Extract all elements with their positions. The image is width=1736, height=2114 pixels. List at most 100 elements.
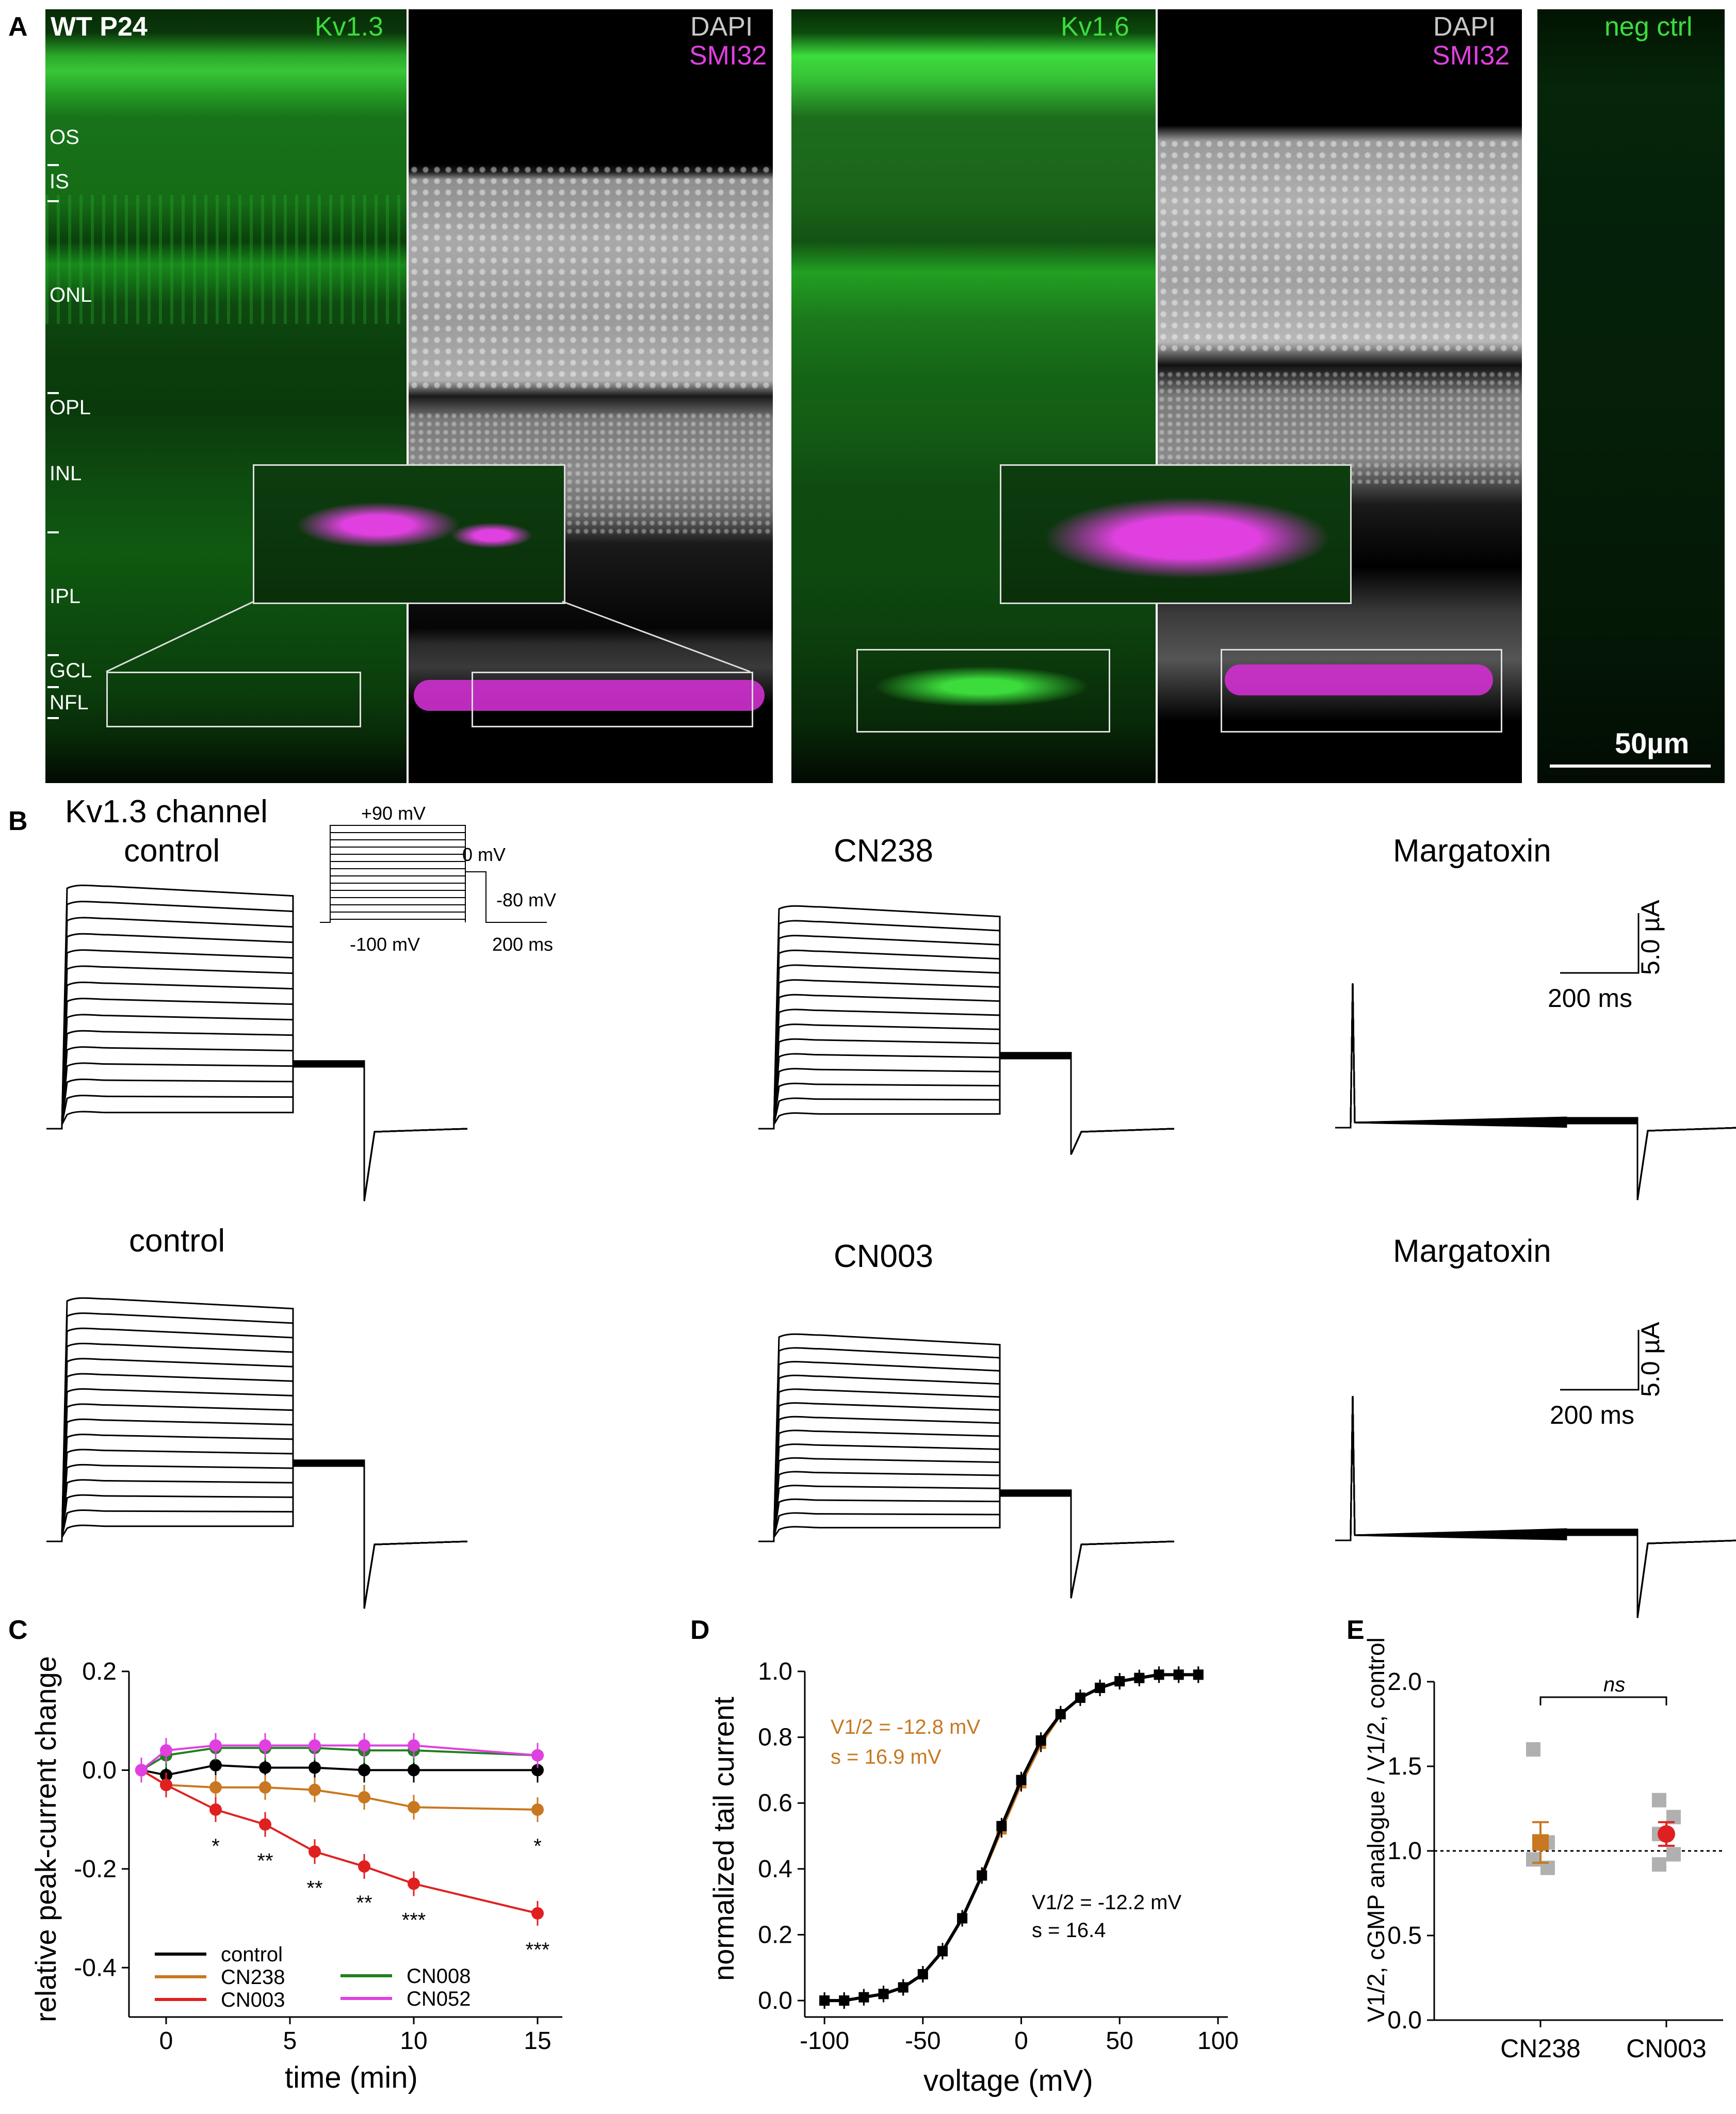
d-data-point (819, 1995, 830, 2006)
c-significance-star: ** (356, 1892, 372, 1914)
layer-tick (47, 531, 59, 533)
e-y-tick-label: 1.0 (1387, 1837, 1422, 1865)
d-y-tick-label: 0.4 (758, 1856, 792, 1883)
d-data-point (1154, 1669, 1164, 1680)
kv16-label: Kv1.6 (1061, 12, 1129, 42)
c-data-point (358, 1791, 370, 1804)
layer-tick (47, 654, 59, 656)
inset-zoom-2 (1000, 464, 1352, 604)
d-y-tick-label: 1.0 (758, 1658, 792, 1685)
d-data-point (1055, 1709, 1066, 1719)
d-y-tick-label: 0.2 (758, 1921, 792, 1948)
e-y-tick-label: 0.5 (1387, 1922, 1422, 1949)
c-data-point (309, 1845, 321, 1858)
c-series-line (140, 1769, 538, 1811)
panel-d-xlabel: voltage (mV) (923, 2064, 1093, 2097)
c-data-point (309, 1739, 321, 1752)
d-x-tick-label: -100 (800, 2027, 849, 2055)
protocol-hold-voltage: -80 mV (496, 889, 557, 910)
c-data-point (160, 1779, 172, 1792)
scale-time-label-1: 200 ms (1548, 984, 1632, 1013)
current-trace (1335, 1395, 1736, 1618)
fit-control-v-half: V1/2 = -12.2 mV (1032, 1891, 1182, 1914)
row2-control-label: control (129, 1223, 225, 1259)
c-x-tick-label: 0 (159, 2027, 173, 2055)
kv16-image (791, 9, 1156, 783)
panel-letter-e: E (1346, 1615, 1365, 1645)
d-data-point (858, 1992, 869, 2003)
dapi-label-2: DAPI (1433, 12, 1496, 42)
d-data-point (1016, 1775, 1027, 1785)
d-x-tick-label: -50 (905, 2027, 940, 2055)
c-data-point (309, 1761, 321, 1774)
fit-cn238-v-half: V1/2 = -12.8 mV (831, 1716, 981, 1738)
row1-toxin-label: Margatoxin (1393, 833, 1551, 869)
d-data-point (1075, 1693, 1085, 1703)
panel-letter-d: D (690, 1615, 710, 1645)
e-mean-point (1658, 1825, 1675, 1843)
dapi-smi32-image-2 (1158, 9, 1522, 783)
c-x-tick-label: 10 (400, 2027, 427, 2055)
c-x-tick-label: 5 (283, 2027, 297, 2055)
dapi-label-1: DAPI (690, 12, 753, 42)
d-y-tick-label: 0.0 (758, 1987, 792, 2014)
inset-source-box-green-1 (106, 672, 361, 727)
c-data-point (408, 1739, 420, 1752)
layer-tick (47, 164, 59, 166)
e-significance-bracket (1539, 1696, 1667, 1705)
c-data-point (209, 1781, 222, 1794)
d-data-point (996, 1820, 1007, 1831)
scale-time-label-2: 200 ms (1550, 1401, 1634, 1429)
d-data-point (878, 1989, 889, 1999)
c-legend-label: CN003 (221, 1989, 285, 2011)
current-trace (1335, 983, 1736, 1200)
c-legend-label: CN008 (407, 1965, 471, 1988)
d-data-point (1134, 1672, 1145, 1683)
e-individual-point (1526, 1852, 1540, 1867)
d-data-point (957, 1913, 968, 1924)
layer-tick (47, 686, 59, 688)
row2-toxin-label: Margatoxin (1393, 1233, 1551, 1269)
row2-drug-label: CN003 (834, 1239, 933, 1274)
c-data-point (135, 1764, 148, 1777)
layer-label-opl: OPL (50, 396, 91, 419)
dapi-smi32-image-1 (409, 9, 773, 783)
scale-bar-b2 (1560, 1330, 1640, 1391)
panel-letter-b: B (8, 806, 28, 836)
c-series-line (141, 1764, 538, 1777)
layer-label-onl: ONL (50, 284, 92, 306)
d-data-point (1035, 1735, 1046, 1746)
d-data-point (977, 1870, 987, 1881)
d-x-tick-label: 50 (1106, 2027, 1133, 2055)
d-data-point (917, 1969, 928, 1980)
fit-cn238-slope: s = 16.9 mV (831, 1746, 942, 1768)
protocol-zero-voltage: 0 mV (462, 844, 506, 865)
e-y-tick-label: 1.5 (1387, 1753, 1422, 1780)
layer-label-os: OS (50, 126, 79, 149)
e-x-tick-label: CN003 (1626, 2034, 1707, 2063)
fit-control-slope: s = 16.4 (1032, 1919, 1106, 1942)
c-y-tick-label: 0.0 (82, 1757, 117, 1784)
kv13-image (45, 9, 407, 783)
c-data-point (358, 1739, 370, 1752)
c-significance-star: *** (402, 1909, 426, 1932)
c-data-point (531, 1749, 544, 1762)
e-mean-point (1532, 1834, 1549, 1851)
inset-source-box-green-2 (856, 649, 1110, 733)
d-data-point (1095, 1682, 1106, 1693)
d-data-point (1193, 1669, 1204, 1680)
d-y-tick-label: 0.6 (758, 1790, 792, 1817)
e-individual-point (1652, 1857, 1666, 1872)
e-y-tick-label: 2.0 (1387, 1668, 1422, 1696)
inset-zoom-1 (253, 464, 565, 604)
row1-control-label: control (124, 833, 220, 869)
panel-c-xlabel: time (min) (285, 2061, 418, 2094)
smi32-label-2: SMI32 (1432, 41, 1510, 71)
kv13-label: Kv1.3 (315, 12, 383, 42)
layer-tick (47, 200, 59, 202)
d-data-point (1173, 1669, 1184, 1680)
c-data-point (259, 1761, 271, 1774)
c-legend-label: CN238 (221, 1966, 285, 1989)
